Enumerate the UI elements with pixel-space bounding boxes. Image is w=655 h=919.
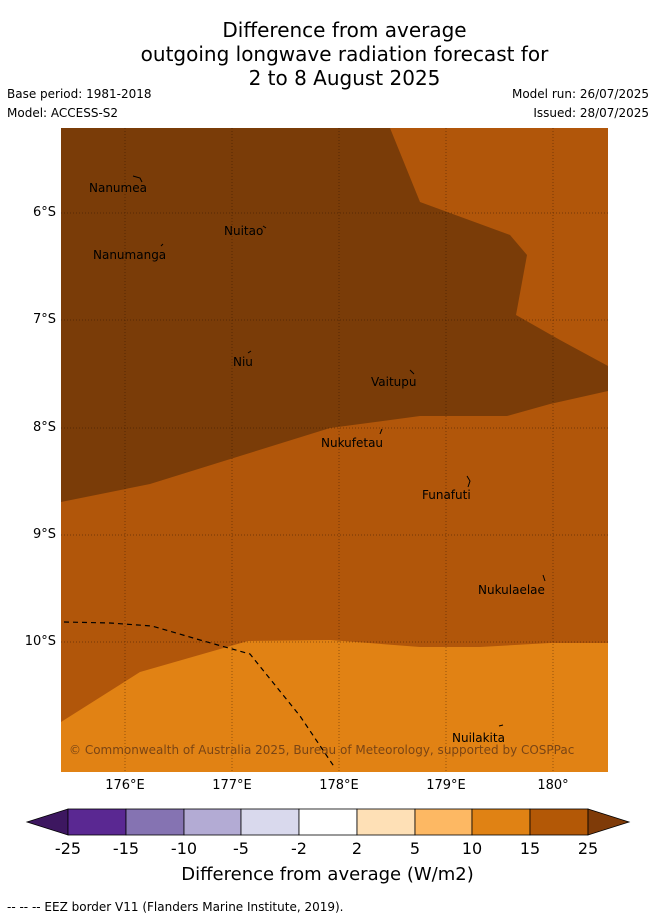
model-name: Model: ACCESS-S2 [7,106,119,120]
colorbar-cell [67,808,127,836]
colorbar-tick: -10 [170,839,198,858]
base-period: Base period: 1981-2018 [7,87,152,101]
title-line-3: 2 to 8 August 2025 [248,66,441,90]
lat-label: 10°S [24,634,56,649]
lon-label: 179°E [426,778,466,793]
colorbar-cell [298,808,358,836]
colorbar-tick: 5 [409,839,421,858]
colorbar-tick: -15 [112,839,140,858]
colorbar-tick: -5 [233,839,249,858]
island-label-nuitao: Nuitao [224,224,264,238]
band-above-25 [61,128,608,502]
eez-border [63,621,336,769]
colorbar-tick: -2 [291,839,307,858]
colorbar-cell [183,808,242,836]
colorbar-cell [414,808,473,836]
colorbar-bar [25,808,631,836]
lat-label: 8°S [32,420,56,435]
issued-date: Issued: 28/07/2025 [533,106,649,120]
island-label-nuilakita: Nuilakita [452,731,505,745]
colorbar-tick: 15 [519,839,541,858]
colorbar-cell [125,808,185,836]
island-label-funafuti: Funafuti [422,488,471,502]
colorbar-cell [356,808,416,836]
colorbar-tick: -25 [54,839,82,858]
copyright-notice: © Commonwealth of Australia 2025, Bureau… [69,743,575,757]
island-label-niu: Niu [233,355,253,369]
island-label-nanumea: Nanumea [89,181,147,195]
model-run: Model run: 26/07/2025 [511,87,649,101]
lon-label: 180° [537,778,569,793]
lon-label: 177°E [212,778,252,793]
colorbar-tick: 10 [461,839,483,858]
title-line-1: Difference from average [222,18,467,42]
lat-label: 6°S [32,205,56,220]
colorbar-cell [529,808,589,836]
lon-label: 176°E [105,778,145,793]
map-canvas [61,128,608,772]
colorbar-high-arrow [587,808,631,836]
island-label-vaitupu: Vaitupu [371,375,417,389]
map-title: Difference from average outgoing longwav… [0,18,655,90]
lat-label: 9°S [32,527,56,542]
eez-legend: -- -- -- EEZ border V11 (Flanders Marine… [7,900,344,914]
colorbar-cell [471,808,531,836]
lat-label: 7°S [32,312,56,327]
island-label-nukulaelae: Nukulaelae [478,583,545,597]
lon-label: 178°E [319,778,359,793]
colorbar-tick: 2 [351,839,363,858]
island-label-nukufetau: Nukufetau [321,436,384,450]
gridlines [61,128,608,772]
island-label-nanumanga: Nanumanga [93,248,167,262]
island-outlines [132,175,546,727]
colorbar-tick: 25 [577,839,599,858]
colorbar-low-arrow [25,808,69,836]
colorbar-label: Difference from average (W/m2) [181,864,474,885]
title-line-2: outgoing longwave radiation forecast for [140,42,549,66]
colorbar-cell [240,808,300,836]
